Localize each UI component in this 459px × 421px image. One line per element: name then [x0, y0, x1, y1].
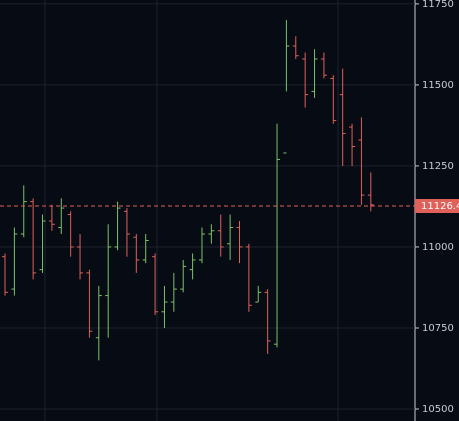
ohlc-bar — [152, 253, 159, 316]
ohlc-bar — [330, 75, 337, 124]
ohlc-bar — [339, 68, 346, 166]
ohlc-bar — [142, 233, 149, 264]
ohlc-bar — [86, 269, 93, 338]
ohlc-bar — [105, 224, 112, 338]
ohlc-bar — [274, 123, 281, 348]
ohlc-bar — [30, 198, 37, 280]
ohlc-bar — [170, 272, 177, 312]
ohlc-bar — [67, 211, 74, 257]
ohlc-bar — [349, 123, 356, 166]
ohlc-bar — [236, 221, 243, 264]
ohlc-bar — [367, 172, 374, 212]
ohlc-bar — [161, 285, 168, 328]
ohlc-bar — [358, 117, 365, 205]
y-tick-label: 11250 — [422, 161, 454, 172]
y-tick-label: 11750 — [422, 0, 454, 10]
ohlc-bar — [48, 204, 55, 231]
ohlc-bar — [95, 285, 102, 361]
ohlc-bar — [189, 253, 196, 280]
ohlc-bar — [320, 52, 327, 79]
time-grid — [44, 0, 339, 421]
y-tick-label: 11500 — [422, 80, 454, 91]
ohlc-bar — [245, 243, 252, 312]
ohlc-bar — [264, 289, 271, 354]
ohlc-bar — [302, 52, 309, 108]
ohlc-bar — [39, 214, 46, 273]
last-price-box — [415, 198, 459, 213]
ohlc-bar — [20, 185, 27, 238]
y-tick-label: 10750 — [422, 323, 454, 334]
ohlc-bar — [255, 285, 262, 303]
ohlc-bar — [123, 208, 130, 257]
ohlc-bar — [2, 253, 8, 296]
y-tick-label: 11000 — [422, 242, 454, 253]
last-price-label: 11126.4 — [421, 201, 459, 212]
ohlc-bar — [208, 224, 215, 244]
ohlc-bar — [11, 227, 18, 296]
y-tick-label: 10500 — [422, 404, 454, 415]
ohlc-bar — [58, 198, 65, 234]
ohlc-bar — [114, 201, 121, 251]
ohlc-bar — [77, 233, 84, 280]
ohlc-bar — [217, 214, 224, 257]
ohlc-bar — [292, 36, 299, 59]
ohlc-bar — [198, 227, 205, 264]
ohlc-bar — [180, 259, 187, 293]
ohlc-bar — [133, 233, 140, 273]
ohlc-bar — [311, 49, 318, 98]
ohlc-bar — [283, 20, 290, 154]
ohlc-bar — [227, 214, 234, 260]
